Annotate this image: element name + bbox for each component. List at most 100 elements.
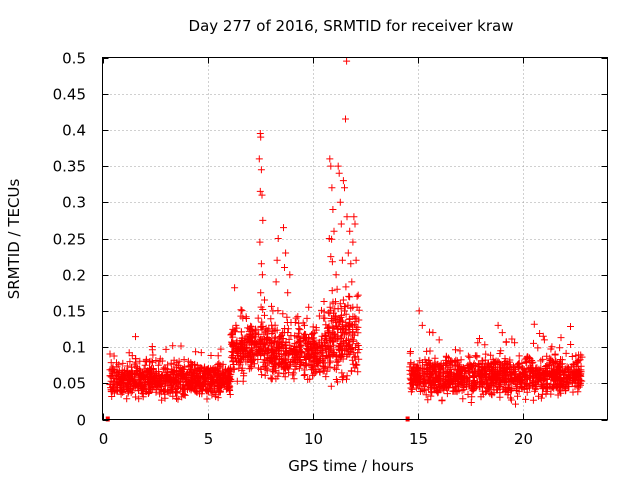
data-point [174,395,182,403]
data-point [303,314,311,322]
data-point [330,227,338,235]
data-point [321,330,329,338]
data-point [551,377,559,385]
data-point [334,343,342,351]
data-point [482,388,490,396]
data-point [262,336,270,344]
data-point [254,314,262,322]
data-point [238,307,246,315]
data-point [147,357,155,365]
data-point [281,264,288,271]
data-point [475,363,483,370]
data-point [346,227,354,235]
data-point [440,361,448,369]
data-point [326,303,334,311]
data-point [173,389,181,396]
data-point [485,362,493,370]
data-point [348,278,356,286]
data-point [328,287,336,295]
data-point [203,378,211,385]
data-point [245,352,253,360]
data-point [341,184,348,192]
data-point [237,306,245,314]
data-point [480,365,488,373]
data-point [315,312,323,320]
data-point [188,372,196,380]
chart-title: Day 277 of 2016, SRMTID for receiver kra… [189,17,514,35]
data-point [126,385,134,392]
data-point [173,394,180,402]
data-point [547,385,555,393]
data-point [507,396,515,404]
data-point [334,162,342,170]
data-point [569,388,577,396]
data-point [113,369,121,376]
data-point [539,355,547,363]
data-point [242,315,250,322]
data-point [320,367,328,375]
data-point [309,323,317,331]
data-point [494,321,502,329]
x-tick-label: 20 [514,430,533,448]
data-point [337,329,345,336]
data-point [350,213,358,221]
y-tick-label: 0.35 [53,158,86,176]
data-point [522,395,530,403]
data-point [147,384,155,392]
data-point [148,373,156,381]
data-point [130,371,138,379]
data-point [515,360,522,368]
data-point [326,155,334,163]
data-point [291,365,299,373]
data-point [280,224,287,232]
data-point [421,383,429,391]
data-point [255,330,263,338]
data-point [162,345,170,353]
data-point [447,370,455,378]
data-point [282,356,289,364]
data-point [419,368,427,376]
data-point [146,364,153,372]
data-point [107,373,115,381]
data-point [429,369,436,377]
data-point [245,327,253,335]
data-point [273,256,281,264]
data-point [310,370,318,378]
data-point [268,330,276,337]
data-point [293,358,301,366]
data-point [258,347,266,355]
data-point [453,388,461,396]
y-tick-label: 0.4 [62,122,86,140]
data-point [203,367,211,375]
data-point [162,365,170,373]
data-point [119,381,127,389]
data-point [334,357,342,365]
data-point [344,329,352,336]
data-point [568,353,576,360]
data-point [152,369,160,377]
data-point [110,352,118,360]
data-point [322,332,329,339]
data-point [322,373,330,381]
data-point [320,298,328,305]
data-point [299,332,307,340]
data-point [170,356,178,364]
data-point [192,348,200,356]
data-point [352,318,360,326]
data-point [406,349,414,357]
data-point [290,346,298,353]
data-point [443,353,450,361]
data-point [341,346,349,354]
data-point [228,338,235,346]
data-point [486,389,494,397]
data-point [241,351,249,359]
data-point [556,344,564,352]
data-point [270,368,278,376]
data-point [292,350,300,358]
data-point [271,334,279,342]
data-point [154,361,162,369]
data-point [411,374,418,382]
data-point [415,372,423,380]
data-point [555,362,563,370]
data-point [508,335,516,343]
